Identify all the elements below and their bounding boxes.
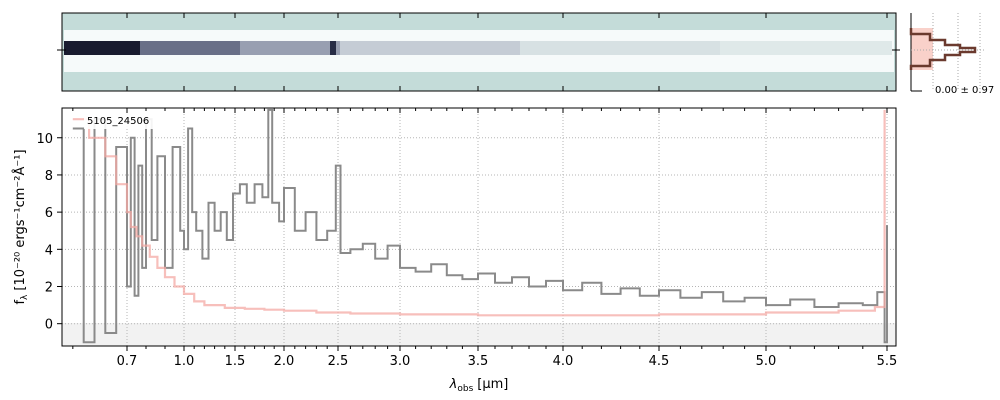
spectrum-2d-trace (64, 30, 894, 72)
x-axis-label-unit: [μm] (477, 377, 508, 392)
x-axis-label: λobs [μm] (449, 377, 509, 394)
y-tick-label-5: 10 (36, 132, 53, 147)
spectrum-2d-frame (61, 12, 897, 92)
object-id-text: 5105_24506 (87, 116, 149, 127)
y-tick-label-1: 2 (45, 281, 53, 296)
series-line-0 (72, 108, 888, 344)
x-axis-label-main: λ (449, 377, 458, 392)
x-tick-label-4: 2.5 (328, 354, 349, 369)
grid (62, 108, 896, 346)
profile-band (911, 28, 933, 70)
series (72, 108, 888, 344)
y-tick-label-2: 4 (45, 243, 53, 258)
trace-segment-5 (720, 41, 892, 55)
x-tick-label-1: 1.0 (174, 354, 195, 369)
y-axis-label-main: f (13, 300, 28, 305)
spectrum-2d-ticks (57, 13, 900, 91)
x-tick-label-5: 3.0 (390, 354, 411, 369)
x-tick-label-2: 1.5 (225, 354, 246, 369)
x-tick-label-0: 0.7 (117, 354, 138, 369)
y-tick-label-4: 8 (45, 169, 53, 184)
axis-ticks: 0.7 1.0 1.5 2.0 2.5 3.0 3.5 4.0 4.5 5.0 5.5 0 2 4 6 8 10 (36, 108, 897, 369)
x-tick-label-6: 3.5 (468, 354, 489, 369)
x-tick-label-3: 2.0 (274, 354, 295, 369)
y-axis-label-sub: λ (20, 294, 30, 300)
object-id-box (84, 113, 158, 129)
profile-annotation: 0.00 ± 0.97 (935, 85, 994, 96)
spectrum-2d-panel (57, 12, 900, 92)
x-tick-label-10: 5.5 (877, 354, 898, 369)
profile-curve (909, 28, 977, 70)
trace-line-feature (330, 41, 336, 55)
profile-panel: 0.00 ± 0.97 (909, 13, 994, 96)
x-tick-label-7: 4.0 (553, 354, 574, 369)
x-axis-label-sub: obs (457, 384, 473, 394)
series-line-1 (72, 109, 886, 317)
trace-segment-3 (340, 41, 520, 55)
spectrum-1d-panel: 0.7 1.0 1.5 2.0 2.5 3.0 3.5 4.0 4.5 5.0 5.5 0 2 4 6 8 10… (12, 107, 897, 394)
trace-segment-2 (240, 41, 340, 55)
x-tick-label-9: 5.0 (756, 354, 777, 369)
trace-segment-1 (140, 41, 240, 55)
object-id-label: 5105_24506 (84, 113, 158, 129)
y-tick-label-0: 0 (45, 318, 53, 333)
plot-area (62, 108, 896, 346)
trace-segment-4 (520, 41, 720, 55)
y-axis-label-unit: [10⁻²⁰ ergs⁻¹cm⁻²Å⁻¹] (12, 149, 28, 290)
x-tick-label-8: 4.5 (649, 354, 670, 369)
y-axis-label: fλ [10⁻²⁰ ergs⁻¹cm⁻²Å⁻¹] (12, 149, 30, 304)
zero-band (62, 323, 896, 346)
y-tick-label-3: 6 (45, 206, 53, 221)
plot-frame (61, 107, 897, 347)
trace-segment-0 (64, 41, 140, 55)
